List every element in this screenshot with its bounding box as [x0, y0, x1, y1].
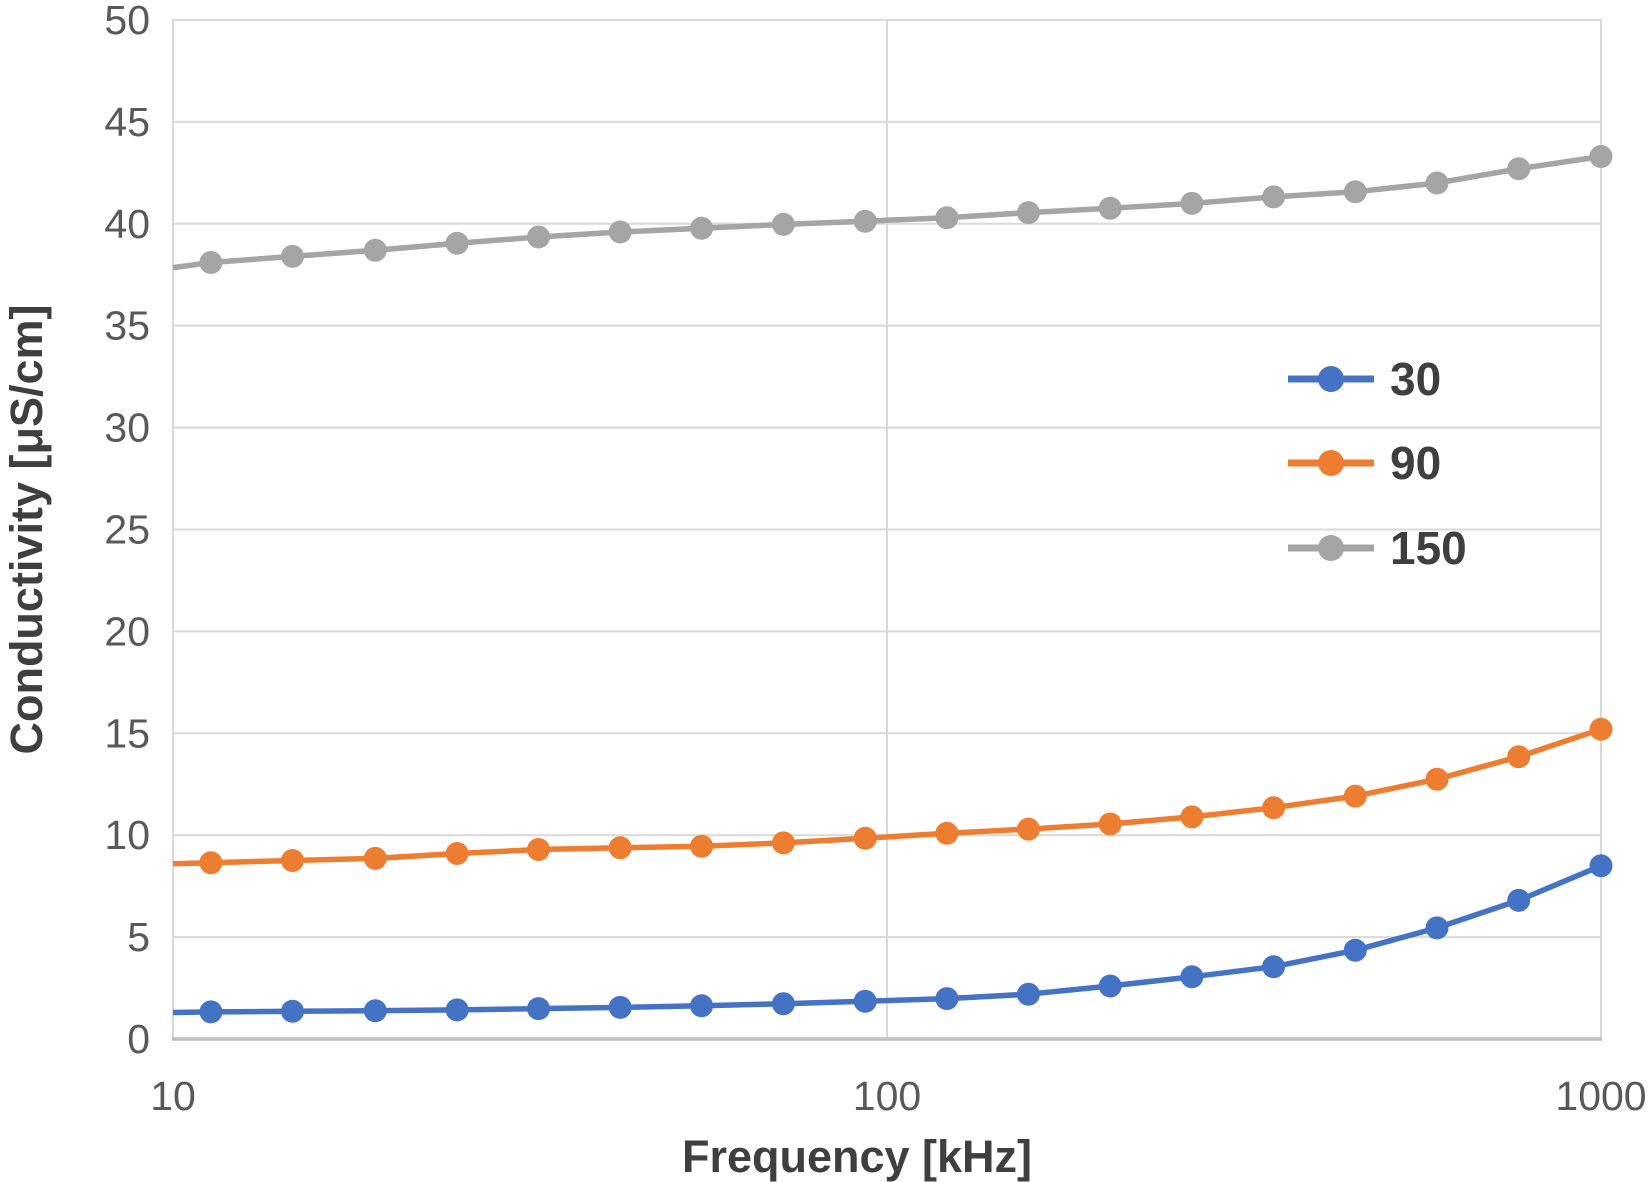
series-90-marker	[935, 821, 959, 845]
y-tick-label: 5	[127, 914, 150, 960]
series-90-marker	[608, 836, 632, 860]
series-90-marker	[1589, 717, 1613, 741]
legend-marker-150	[1318, 535, 1344, 561]
x-tick-labels: 10 100 1000	[150, 1073, 1646, 1119]
series-150-marker	[527, 225, 550, 249]
series-150-marker	[690, 216, 714, 240]
series-90-marker	[771, 831, 795, 855]
series-90-marker	[1016, 817, 1040, 841]
y-tick-label: 30	[104, 405, 150, 451]
y-tick-label: 35	[104, 303, 150, 349]
series-150-marker	[1343, 180, 1367, 204]
x-tick-label: 10	[150, 1073, 196, 1119]
y-tick-label: 0	[127, 1016, 150, 1062]
y-tick-label: 15	[104, 710, 150, 756]
series-30-marker	[935, 987, 959, 1011]
y-tick-label: 10	[104, 812, 150, 858]
series-30-marker	[1589, 854, 1613, 878]
series-90-marker	[1262, 796, 1286, 820]
series-150-marker	[445, 231, 469, 255]
series-90-marker	[1180, 805, 1204, 829]
series-90-marker	[281, 849, 304, 872]
series-90-marker	[690, 834, 714, 858]
series-30-marker	[690, 994, 714, 1018]
series-90-marker	[1343, 784, 1367, 808]
series-30-marker	[853, 989, 877, 1013]
legend-label-150: 150	[1390, 522, 1467, 574]
series-30-marker	[1262, 955, 1286, 979]
series-90-marker	[1425, 767, 1449, 791]
legend-item-90: 90	[1288, 437, 1441, 489]
series-30-marker	[1180, 965, 1204, 989]
legend: 30 90 150	[1288, 353, 1467, 574]
series-150-marker	[1425, 171, 1449, 195]
series-150-marker	[608, 220, 632, 244]
series-150	[172, 145, 1613, 274]
legend-marker-30	[1318, 366, 1344, 392]
y-tick-label: 45	[104, 99, 150, 145]
series-150-marker	[935, 206, 959, 230]
x-tick-label: 100	[853, 1073, 921, 1119]
legend-marker-90	[1318, 450, 1344, 476]
y-tick-label: 40	[104, 201, 150, 247]
legend-label-90: 90	[1390, 437, 1441, 489]
series-150-marker	[1180, 191, 1204, 215]
series-30-marker	[1098, 974, 1122, 998]
y-tick-label: 20	[104, 608, 150, 654]
gridlines	[173, 20, 1601, 1039]
series-30-marker	[1507, 888, 1531, 912]
series-150-marker	[199, 251, 223, 274]
series-30-marker	[1425, 916, 1449, 940]
series-90-marker	[199, 851, 223, 875]
series-90-marker	[527, 838, 550, 861]
series-30-marker	[771, 992, 795, 1016]
series-90	[172, 717, 1613, 875]
x-axis-title: Frequency [kHz]	[682, 1131, 1032, 1182]
series-90-marker	[1098, 812, 1122, 836]
series-150-marker	[363, 238, 387, 262]
series-30	[172, 854, 1613, 1024]
legend-item-30: 30	[1288, 353, 1441, 405]
series-30-marker	[281, 999, 304, 1023]
series-30-marker	[608, 995, 632, 1019]
series-30-marker	[363, 999, 387, 1023]
series-30-marker	[199, 1000, 223, 1024]
series-90-marker	[363, 846, 387, 870]
series-30-marker	[445, 998, 469, 1022]
legend-item-150: 150	[1288, 522, 1467, 574]
series-30-marker	[1343, 938, 1367, 962]
y-tick-labels: 0 5 10 15 20 25 30 35 40 45 50	[104, 0, 150, 1062]
series-150-marker	[1098, 196, 1122, 220]
y-tick-label: 50	[104, 0, 150, 43]
series-150-marker	[1016, 201, 1040, 225]
series-90-marker	[853, 826, 877, 850]
series-150-marker	[1507, 157, 1531, 181]
series-30-marker	[1016, 982, 1040, 1006]
series-150-marker	[281, 244, 304, 268]
x-tick-label: 1000	[1555, 1073, 1646, 1119]
series-90-marker	[445, 842, 469, 865]
legend-label-30: 30	[1390, 353, 1441, 405]
series-150-marker	[1262, 185, 1286, 209]
y-axis-title: Conductivity [μS/cm]	[1, 304, 52, 754]
y-tick-label: 25	[104, 507, 150, 553]
series-90-marker	[1507, 745, 1531, 769]
series-150-marker	[771, 212, 795, 236]
series-150-marker	[1589, 145, 1613, 168]
series-150-marker	[853, 209, 877, 233]
series-30-marker	[527, 997, 550, 1021]
